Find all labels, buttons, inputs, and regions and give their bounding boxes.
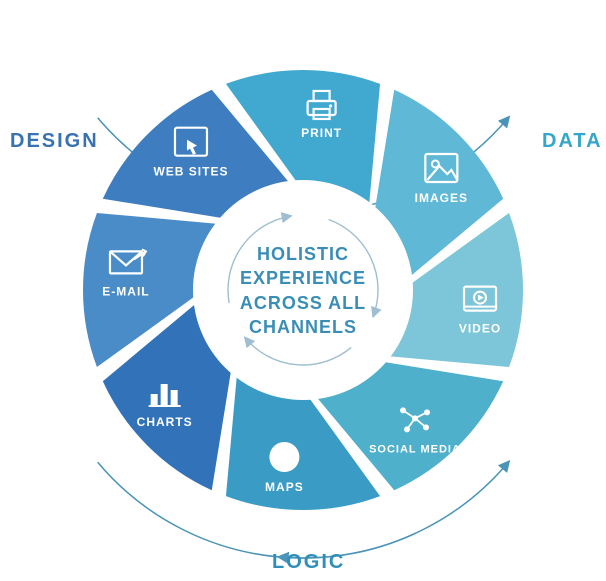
outer-label-design: DESIGN — [10, 130, 99, 153]
segment-label: WEB SITES — [153, 165, 228, 179]
segment-label: E-MAIL — [102, 284, 149, 298]
globe-icon — [269, 442, 299, 472]
center-line-4: CHANNELS — [249, 317, 357, 337]
center-line-2: EXPERIENCE — [240, 268, 366, 288]
center-line-1: HOLISTIC — [257, 244, 349, 264]
segment-label: IMAGES — [415, 191, 468, 205]
outer-label-logic: LOGIC — [272, 551, 345, 574]
segment-label: VIDEO — [459, 322, 501, 336]
center-text: HOLISTIC EXPERIENCE ACROSS ALL CHANNELS — [203, 242, 403, 339]
segment-label: PRINT — [301, 126, 342, 140]
center-line-3: ACROSS ALL — [240, 293, 366, 313]
segment-label: CHARTS — [137, 415, 193, 429]
segment-label: MAPS — [265, 480, 304, 494]
outer-label-data: DATA — [542, 130, 603, 153]
infographic-canvas: WEB SITES PRINT IMAGES VIDEO SOCIAL MEDIA MAP… — [0, 0, 606, 581]
segment-label: SOCIAL MEDIA — [369, 443, 461, 455]
